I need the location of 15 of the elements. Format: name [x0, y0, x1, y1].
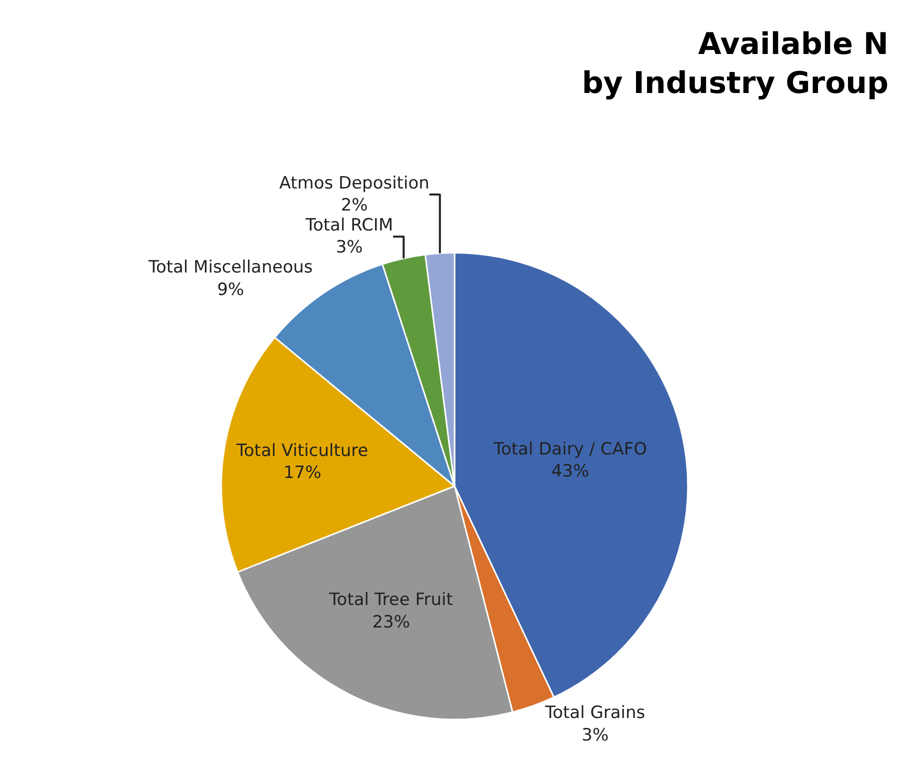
- slice-label: Total Dairy / CAFO: [492, 439, 648, 460]
- slice-label: Total Viticulture: [235, 440, 368, 461]
- slice-label: Total Miscellaneous: [147, 258, 313, 278]
- data-label: 2%: [340, 196, 368, 216]
- data-label: 17%: [283, 462, 322, 483]
- data-label: 9%: [217, 280, 244, 300]
- data-label: 3%: [582, 725, 609, 746]
- data-label: 23%: [372, 612, 410, 632]
- slice-label: Atmos Deposition: [279, 173, 430, 194]
- data-label: 43%: [551, 461, 590, 482]
- chart-title: Available N by Industry Group: [582, 27, 889, 102]
- data-label: 3%: [336, 238, 363, 258]
- slice-label: Total Grains: [544, 703, 646, 724]
- slice-label: Total RCIM: [304, 216, 394, 236]
- slice-label: Total Tree Fruit: [328, 590, 454, 610]
